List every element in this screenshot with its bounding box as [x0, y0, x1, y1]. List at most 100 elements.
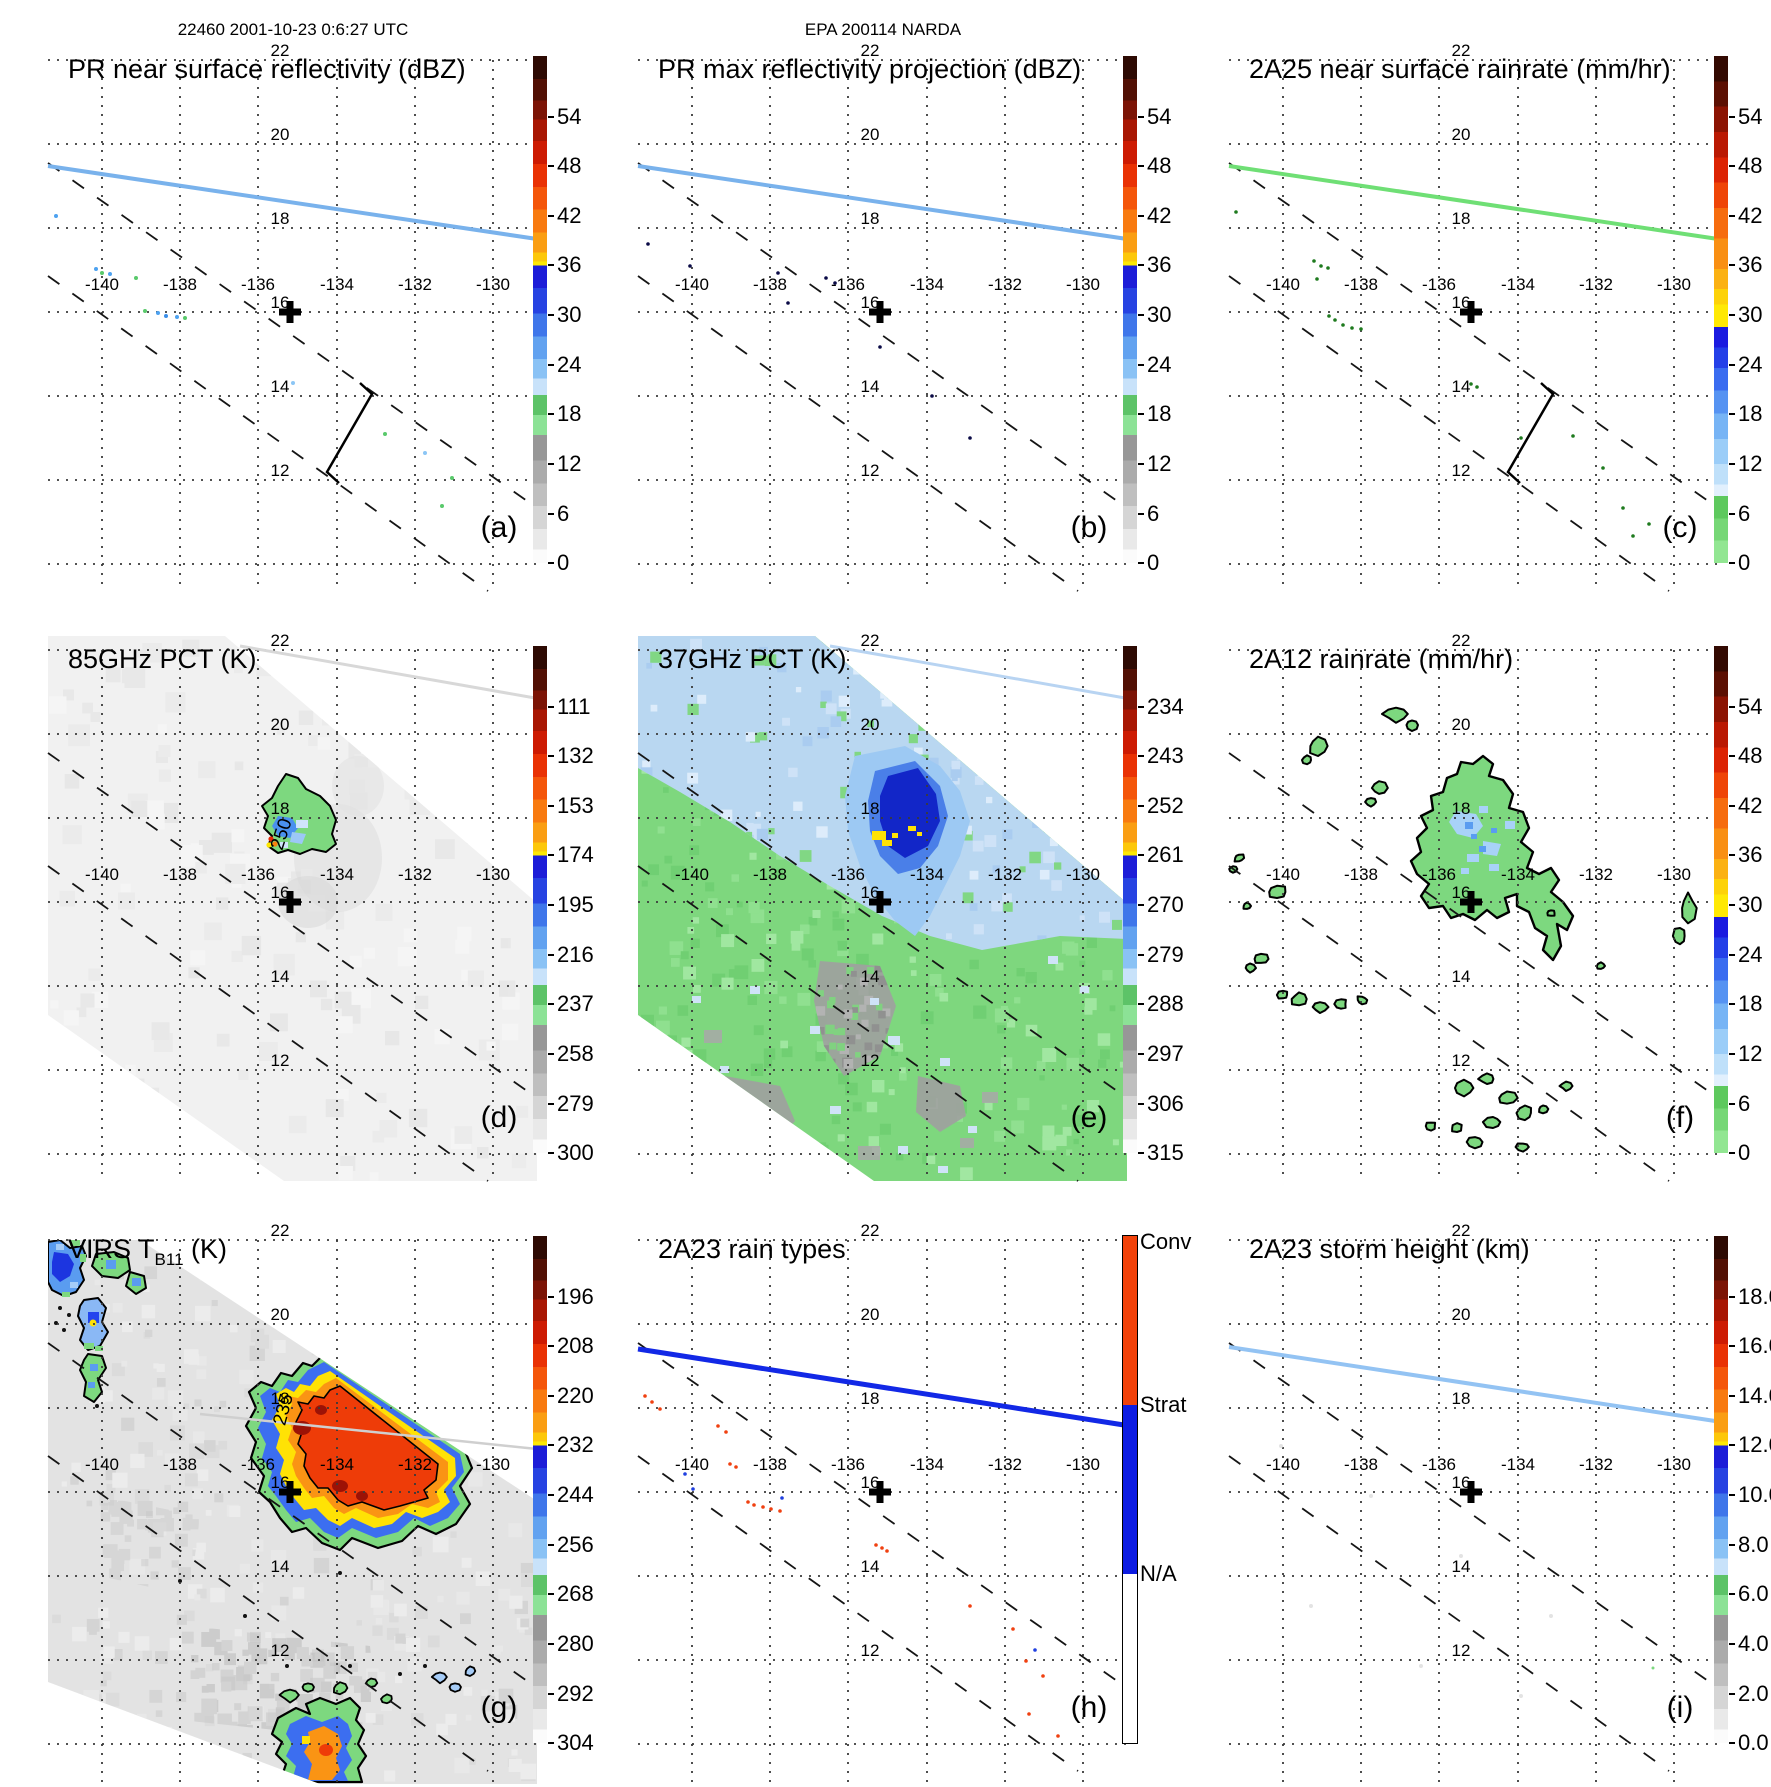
data-speck: [752, 1503, 756, 1507]
pixel-patch: [296, 820, 308, 828]
latitude-label: 12: [861, 1641, 880, 1660]
colorbar-f: [1714, 646, 1728, 1153]
data-speck: [769, 1507, 773, 1511]
colorbar-tick-label: 288: [1147, 991, 1184, 1017]
longitude-label: -132: [398, 865, 432, 884]
colorbar-tick-mark: [1138, 363, 1144, 366]
colorbar-tick-label: 252: [1147, 792, 1184, 818]
panel-2a23-storm-height: 22 20 18 16 14 12 -140 -138 -136 -134 -132 -130 2A2…: [1221, 1196, 1771, 1787]
colorbar-tick-mark: [1729, 1003, 1735, 1006]
data-speck: [761, 1505, 765, 1509]
colorbar-tick-mark: [548, 1052, 554, 1055]
data-speck: [183, 316, 187, 320]
pixel-patch: [70, 1282, 78, 1288]
longitude-label: -138: [1344, 1455, 1378, 1474]
pixel-patch: [88, 1382, 95, 1388]
longitude-label: -138: [753, 865, 787, 884]
colorbar-tick-label: 0.0: [1738, 1730, 1769, 1756]
colorbar-tick-mark: [1729, 1052, 1735, 1055]
data-speck: [338, 1571, 342, 1575]
data-speck: [968, 1604, 972, 1608]
pixel-patch: [870, 998, 879, 1005]
data-speck: [643, 1394, 647, 1398]
panel-corner-label: (h): [1070, 1691, 1108, 1724]
latitude-label: 20: [861, 715, 880, 734]
data-speck: [1647, 522, 1651, 526]
data-speck: [100, 271, 104, 275]
colorbar-tick-label: 279: [557, 1090, 594, 1116]
colorbar-tick-mark: [1729, 1494, 1735, 1497]
data-speck: [156, 311, 160, 315]
pixel-patch: [720, 1066, 729, 1073]
colorbar-tick-label: 54: [1147, 103, 1172, 129]
longitude-label: -134: [1501, 275, 1535, 294]
colorbar-tick-mark: [548, 1494, 554, 1497]
colorbar-tick-mark: [1138, 314, 1144, 317]
contoured-rain-blob: [1364, 797, 1378, 808]
latitude-label: 12: [861, 1051, 880, 1070]
colorbar-tick-mark: [1138, 115, 1144, 118]
colorbar-tick-label: 243: [1147, 743, 1184, 769]
shading-blob: [315, 1405, 327, 1415]
pr-swath-dashed-line: [637, 752, 1128, 1099]
colorbar-tick-mark: [548, 705, 554, 708]
swath-edge-line: [637, 164, 1128, 241]
pixel-patch: [1461, 868, 1469, 874]
colorbar-tick-label: 244: [557, 1482, 594, 1508]
colorbar-tick-label: 48: [557, 153, 582, 179]
colorbar-tick-label: 36: [1147, 252, 1172, 278]
colorbar-tick-mark: [1729, 363, 1735, 366]
colorbar-tick-mark: [1729, 904, 1735, 907]
contoured-rain-blob: [1538, 1104, 1550, 1115]
colorbar-tick-mark: [1729, 1642, 1735, 1645]
latitude-label: 12: [861, 461, 880, 480]
longitude-label: -134: [910, 1455, 944, 1474]
latitude-label: 12: [271, 1051, 290, 1070]
panel-corner-label: (b): [1070, 511, 1108, 544]
colorbar-tick-mark: [548, 165, 554, 168]
colorbar-tick-label: 48: [1147, 153, 1172, 179]
longitude-label: -130: [1657, 865, 1691, 884]
latitude-label: 18: [271, 1389, 290, 1408]
colorbar-tick-mark: [548, 115, 554, 118]
latitude-label: 14: [271, 1557, 290, 1576]
shading-blob: [332, 1480, 348, 1492]
pixel-patch: [1479, 846, 1486, 852]
latitude-label: 16: [861, 1473, 880, 1492]
pixel-patch: [888, 1036, 900, 1045]
colorbar-tick-mark: [1729, 1102, 1735, 1105]
panel-corner-label: (e): [1070, 1101, 1108, 1134]
pixel-patch: [1479, 806, 1488, 813]
pixel-patch: [280, 842, 288, 848]
longitude-label: -136: [831, 865, 865, 884]
longitude-label: -130: [1657, 1455, 1691, 1474]
panel-corner-label: (a): [480, 511, 518, 544]
colorbar-tick-label: 12: [557, 450, 582, 476]
latitude-label: 18: [861, 209, 880, 228]
pixel-patch: [1080, 986, 1089, 993]
contoured-rain-blob: [1333, 998, 1347, 1010]
colorbar-tick-label: 258: [557, 1040, 594, 1066]
colorbar-tick-mark: [1729, 854, 1735, 857]
latitude-label: 18: [271, 799, 290, 818]
latitude-label: 12: [1452, 1641, 1471, 1660]
longitude-label: -132: [988, 1455, 1022, 1474]
latitude-label: 22: [271, 41, 290, 60]
map-feature-polygon: [916, 1076, 966, 1132]
colorbar-e: [1123, 646, 1137, 1153]
longitude-label: -136: [241, 865, 275, 884]
colorbar-tick-mark: [1138, 214, 1144, 217]
data-speck: [1041, 1674, 1045, 1678]
pixel-patch: [106, 1260, 116, 1269]
contoured-rain-blob: [1301, 754, 1312, 766]
longitude-label: -138: [163, 275, 197, 294]
latitude-label: 12: [1452, 461, 1471, 480]
pixel-patch: [882, 840, 892, 846]
longitude-label: -134: [320, 865, 354, 884]
colorbar-tick-label: 0: [1147, 550, 1160, 576]
pr-swath-dashed-line: [637, 865, 1079, 1182]
pixel-patch: [940, 1058, 950, 1066]
colorbar-tick-label: 42: [1147, 202, 1172, 228]
pixel-patch: [830, 1106, 841, 1114]
data-speck: [1475, 385, 1479, 389]
